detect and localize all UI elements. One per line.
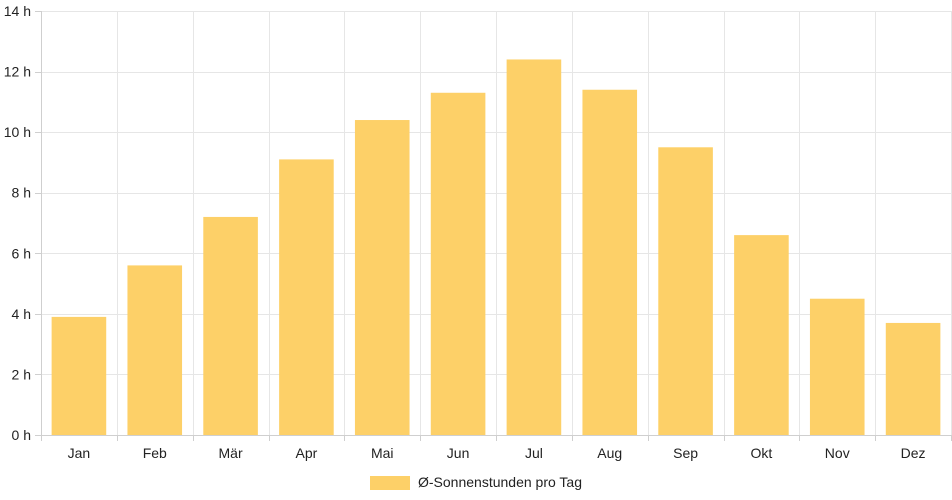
y-tick-label: 2 h xyxy=(12,366,31,382)
axes xyxy=(35,11,952,441)
bar-aug[interactable] xyxy=(582,89,638,435)
bar-jan[interactable] xyxy=(51,316,107,435)
x-tick-label: Aug xyxy=(597,445,622,461)
x-tick-label: Okt xyxy=(751,445,773,461)
legend-label[interactable]: Ø-Sonnenstunden pro Tag xyxy=(418,474,582,490)
y-tick-label: 4 h xyxy=(12,306,31,322)
x-tick-label: Feb xyxy=(143,445,167,461)
y-tick-label: 0 h xyxy=(12,427,31,443)
y-tick-label: 8 h xyxy=(12,185,31,201)
grid-lines xyxy=(41,11,952,436)
y-tick-label: 14 h xyxy=(4,3,31,19)
x-tick-label: Sep xyxy=(673,445,698,461)
x-tick-label: Mai xyxy=(371,445,394,461)
bar-okt[interactable] xyxy=(734,235,789,435)
bar-mär[interactable] xyxy=(203,216,258,435)
y-tick-label: 6 h xyxy=(12,245,31,261)
x-tick-label: Jul xyxy=(525,445,543,461)
bars xyxy=(51,59,941,436)
y-tick-label: 10 h xyxy=(4,124,31,140)
x-tick-labels: Jan Feb Mär Apr Mai Jun Jul Aug Sep Okt Nov Dez xyxy=(68,445,926,461)
x-tick-label: Nov xyxy=(825,445,850,461)
bar-dez[interactable] xyxy=(885,322,941,435)
bar-mai[interactable] xyxy=(354,120,410,436)
bar-jun[interactable] xyxy=(430,92,486,436)
bar-apr[interactable] xyxy=(279,159,334,435)
y-tick-labels: 0 h 2 h 4 h 6 h 8 h 10 h 12 h 14 h xyxy=(4,3,31,443)
x-tick-label: Apr xyxy=(296,445,318,461)
legend[interactable]: Ø-Sonnenstunden pro Tag xyxy=(370,474,582,490)
x-tick-label: Jan xyxy=(68,445,91,461)
bar-sep[interactable] xyxy=(658,147,713,436)
bar-nov[interactable] xyxy=(809,298,865,435)
x-tick-label: Mär xyxy=(219,445,243,461)
legend-swatch[interactable] xyxy=(370,476,411,490)
y-tick-label: 12 h xyxy=(4,64,31,80)
bar-jul[interactable] xyxy=(506,59,562,435)
x-tick-label: Jun xyxy=(447,445,470,461)
x-tick-label: Dez xyxy=(901,445,926,461)
bar-feb[interactable] xyxy=(127,265,183,435)
